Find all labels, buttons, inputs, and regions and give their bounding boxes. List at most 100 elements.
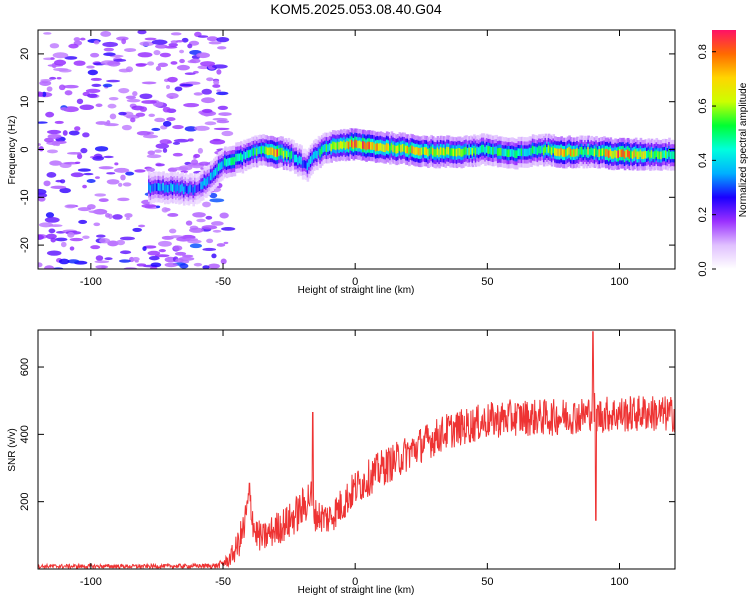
spectrogram-noise-cell bbox=[184, 72, 196, 75]
snr-x-tick-label: 50 bbox=[481, 576, 493, 588]
spectrogram-ridge-cell bbox=[547, 145, 551, 153]
spectrogram-ridge-cell bbox=[154, 182, 157, 191]
spectrogram-noise-cell bbox=[113, 58, 127, 62]
spectrogram-noise-cell bbox=[106, 172, 116, 175]
spectrogram-ridge-cell bbox=[544, 145, 548, 153]
spectrogram-noise-cell bbox=[82, 235, 90, 239]
spectrogram-ridge-cell bbox=[282, 150, 286, 159]
spectrogram-noise-cell bbox=[192, 212, 206, 218]
spectrogram-ridge-cell bbox=[184, 184, 188, 193]
spectrogram-noise-cell bbox=[166, 92, 179, 99]
spectrogram-ridge-cell bbox=[620, 149, 624, 158]
spectrogram-ridge-cell bbox=[233, 157, 237, 165]
spectrogram-noise-cell bbox=[44, 137, 54, 143]
spectrogram-ridge-cell bbox=[568, 146, 571, 155]
spectrogram-ridge-cell bbox=[182, 186, 186, 195]
spectrogram-ridge-cell bbox=[317, 147, 321, 156]
spectrogram-noise-cell bbox=[197, 35, 209, 38]
spectrogram-ridge-cell bbox=[298, 155, 302, 164]
spectrogram-noise-cell bbox=[211, 64, 228, 69]
spectrogram-noise-cell bbox=[122, 182, 132, 187]
spectrogram-noise-cell bbox=[174, 86, 183, 92]
spectrogram-noise-cell bbox=[204, 121, 217, 126]
spectrogram-noise-cell bbox=[117, 197, 130, 202]
spectrogram-ridge-cell bbox=[511, 148, 514, 157]
spectrogram-noise-cell bbox=[151, 39, 168, 45]
spectrogram-ridge-cell bbox=[460, 149, 464, 157]
colorbar-tick-label: 0.6 bbox=[697, 98, 709, 113]
spectrogram-noise-cell bbox=[64, 204, 77, 209]
spectrogram-noise-cell bbox=[139, 41, 155, 47]
spectrogram-ridge-cell bbox=[452, 148, 456, 157]
spectrogram-ridge-cell bbox=[339, 140, 343, 149]
spectrogram-noise-cell bbox=[121, 124, 132, 131]
spectrogram-ridge-cell bbox=[377, 143, 381, 152]
spectrogram-noise-cell bbox=[216, 36, 230, 43]
spectrogram-ridge-cell bbox=[630, 150, 633, 158]
spectrogram-noise-cell bbox=[216, 69, 222, 75]
snr-panel: -100 -50 0 50 100 200 400 600 Height of straig… bbox=[7, 329, 676, 596]
spectrogram-noise-cell bbox=[191, 159, 199, 166]
spectrogram-ridge-cell bbox=[431, 147, 435, 156]
spectrogram-noise-cell bbox=[47, 129, 62, 135]
spectrogram-ridge-cell bbox=[447, 147, 451, 155]
spectrogram-ridge-cell bbox=[186, 185, 189, 194]
spectrogram-ridge-cell bbox=[557, 148, 560, 157]
spectrogram-noise-cell bbox=[205, 215, 213, 220]
spectrogram-ridge-cell bbox=[520, 148, 524, 156]
spectrogram-ridge-cell bbox=[341, 141, 345, 150]
spectrogram-x-tick-label: 0 bbox=[352, 276, 358, 288]
spectrogram-ridge-cell bbox=[371, 142, 375, 150]
spectrogram-ridge-cell bbox=[565, 149, 568, 157]
spectrogram-ridge-cell bbox=[230, 157, 234, 166]
spectrogram-noise-cell bbox=[86, 179, 96, 183]
spectrogram-noise-cell bbox=[55, 138, 61, 142]
spectrogram-ridge-cell bbox=[366, 141, 370, 150]
spectrogram-noise-cell bbox=[208, 41, 222, 45]
spectrogram-noise-cell bbox=[213, 80, 220, 85]
spectrogram-ridge-cell bbox=[561, 149, 565, 157]
spectrogram-x-tick-label: -100 bbox=[80, 276, 102, 288]
spectrogram-noise-cell bbox=[147, 150, 156, 155]
spectrogram-ridge-cell bbox=[555, 148, 559, 157]
spectrogram-ridge-cell bbox=[396, 145, 400, 154]
spectrogram-ridge-cell bbox=[149, 185, 153, 193]
spectrogram-noise-cell bbox=[143, 245, 157, 249]
spectrogram-ridge-cell bbox=[322, 144, 326, 153]
spectrogram-ridge-cell bbox=[181, 183, 184, 192]
spectrogram-noise-cell bbox=[212, 229, 222, 233]
spectrogram-noise-cell bbox=[53, 67, 69, 72]
spectrogram-noise-cell bbox=[179, 263, 189, 269]
spectrogram-ridge-cell bbox=[241, 154, 245, 162]
spectrogram-ridge-cell bbox=[495, 146, 498, 155]
spectrogram-noise-cell bbox=[67, 231, 75, 238]
spectrogram-noise-cell bbox=[102, 83, 113, 88]
spectrogram-ridge-cell bbox=[217, 163, 221, 172]
spectrogram-noise-cell bbox=[134, 169, 146, 173]
spectrogram-ridge-cell bbox=[580, 147, 584, 155]
spectrogram-ridge-cell bbox=[232, 157, 235, 165]
spectrogram-ridge-cell bbox=[423, 147, 427, 155]
spectrogram-noise-cell bbox=[166, 85, 171, 90]
spectrogram-ridge-cell bbox=[519, 148, 522, 157]
spectrogram-ridge-cell bbox=[493, 146, 497, 155]
spectrogram-noise-cell bbox=[137, 30, 147, 35]
spectrogram-ridge-cell bbox=[590, 147, 594, 156]
spectrogram-noise-cell bbox=[206, 238, 214, 244]
spectrogram-noise-cell bbox=[86, 93, 98, 98]
spectrogram-ridge-cell bbox=[198, 183, 202, 192]
spectrogram-noise-cell bbox=[113, 167, 130, 173]
spectrogram-ridge-cell bbox=[347, 141, 351, 150]
spectrogram-ridge-cell bbox=[222, 159, 226, 168]
spectrogram-noise-cell bbox=[202, 201, 211, 208]
spectrogram-ridge-cell bbox=[249, 149, 253, 158]
spectrogram-noise-cell bbox=[120, 174, 126, 181]
spectrogram-ridge-cell bbox=[509, 149, 513, 157]
spectrogram-ridge-cell bbox=[205, 178, 208, 187]
spectrogram-noise-cell bbox=[92, 155, 105, 161]
spectrogram-ridge-cell bbox=[479, 145, 483, 154]
spectrogram-noise-cell bbox=[216, 89, 222, 92]
spectrogram-noise-cell bbox=[98, 166, 114, 170]
spectrogram-noise-cell bbox=[107, 103, 117, 109]
spectrogram-ridge-cell bbox=[417, 147, 421, 156]
